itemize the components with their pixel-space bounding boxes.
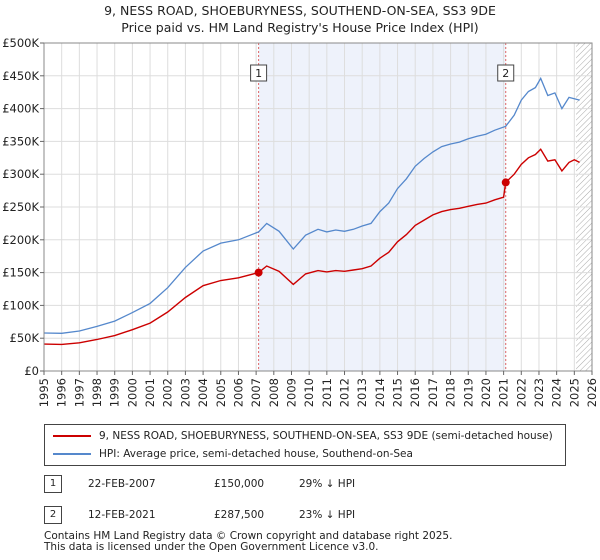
x-tick-label: 2024 [550,378,564,407]
y-tick-label: £150K [2,266,39,280]
x-tick-label: 1998 [90,378,104,407]
x-tick-label: 2018 [444,378,458,407]
transaction-date: 22-FEB-2007 [88,478,156,490]
price-chart: £0 £50K £100K £150K £200K £250K £300K £350K £400… [2,36,599,407]
x-tick-label: 1996 [55,378,69,407]
x-tick-label: 2021 [497,378,511,407]
y-tick-label: £450K [2,69,39,83]
y-tick-label: £50K [10,331,40,345]
transaction-price: £287,500 [214,509,265,521]
hpi-line [44,76,580,334]
legend-item-price-paid: 9, NESS ROAD, SHOEBURYNESS, SOUTHEND-ON-… [53,428,553,444]
sale-label-number: 1 [255,67,262,80]
chart-title: 9, NESS ROAD, SHOEBURYNESS, SOUTHEND-ON-… [104,3,496,18]
chart-subtitle: Price paid vs. HM Land Registry's House … [121,20,479,35]
x-tick-label: 2009 [284,378,298,407]
x-tick-label: 2022 [514,378,528,407]
x-tick-label: 2014 [373,378,387,407]
transaction-date: 12-FEB-2021 [88,509,156,521]
y-tick-label: £400K [2,102,39,116]
legend-label-hpi: HPI: Average price, semi-detached house,… [99,448,413,460]
x-tick-label: 1995 [37,378,51,407]
x-axis-ticks: 1995 1996 1997 1998 1999 2000 2001 2002 2003 2004… [37,371,599,407]
x-tick-label: 2023 [532,378,546,407]
footer-copyright: Contains HM Land Registry data © Crown c… [44,530,453,542]
footer: Contains HM Land Registry data © Crown c… [44,531,452,553]
y-tick-label: £250K [2,200,39,214]
x-tick-label: 2000 [125,378,139,407]
sale-label-box [250,64,268,82]
y-axis-ticks: £0 £50K £100K £150K £200K £250K £300K £350K £400… [2,36,44,378]
legend-item-hpi: HPI: Average price, semi-detached house,… [53,446,413,462]
transaction-number: 2 [44,506,62,524]
x-tick-label: 2026 [585,378,599,407]
x-tick-label: 1997 [72,378,86,407]
x-tick-label: 2025 [567,378,581,407]
x-tick-label: 2013 [355,378,369,407]
footer-licence: This data is licensed under the Open Gov… [44,541,379,553]
price-paid-line [44,148,580,346]
x-tick-label: 2015 [391,378,405,407]
x-tick-label: 2012 [338,378,352,407]
x-tick-label: 2007 [249,378,263,407]
sale-point [501,178,510,187]
x-tick-label: 2010 [302,378,316,407]
legend-swatch-red [53,435,91,437]
sale-marker-lines [258,43,507,371]
x-tick-label: 2016 [408,378,422,407]
y-tick-label: £200K [2,233,39,247]
y-tick-label: £300K [2,167,39,181]
transaction-number: 1 [44,475,62,493]
transaction-hpi-diff: 29% ↓ HPI [299,478,356,490]
x-tick-label: 2017 [426,378,440,407]
x-tick-label: 1999 [108,378,122,407]
x-tick-label: 2019 [461,378,475,407]
sale-point [254,268,263,277]
x-tick-label: 2002 [161,378,175,407]
x-tick-label: 2008 [267,378,281,407]
transaction-hpi-diff: 23% ↓ HPI [299,509,356,521]
x-tick-label: 2004 [196,378,210,407]
y-tick-label: £350K [2,134,39,148]
y-tick-label: £0 [24,364,39,378]
x-tick-label: 2001 [143,378,157,407]
x-tick-label: 2005 [214,378,228,407]
sale-label-number: 2 [502,67,509,80]
x-tick-label: 2020 [479,378,493,407]
legend: 9, NESS ROAD, SHOEBURYNESS, SOUTHEND-ON-… [44,424,566,466]
y-tick-label: £100K [2,298,39,312]
sale-label-box [497,64,515,82]
legend-label-price-paid: 9, NESS ROAD, SHOEBURYNESS, SOUTHEND-ON-… [99,430,553,442]
transaction-price: £150,000 [214,478,265,490]
legend-swatch-blue [53,453,91,455]
x-tick-label: 2006 [231,378,245,407]
x-tick-label: 2003 [178,378,192,407]
x-tick-label: 2011 [320,378,334,407]
y-tick-label: £500K [2,36,39,50]
